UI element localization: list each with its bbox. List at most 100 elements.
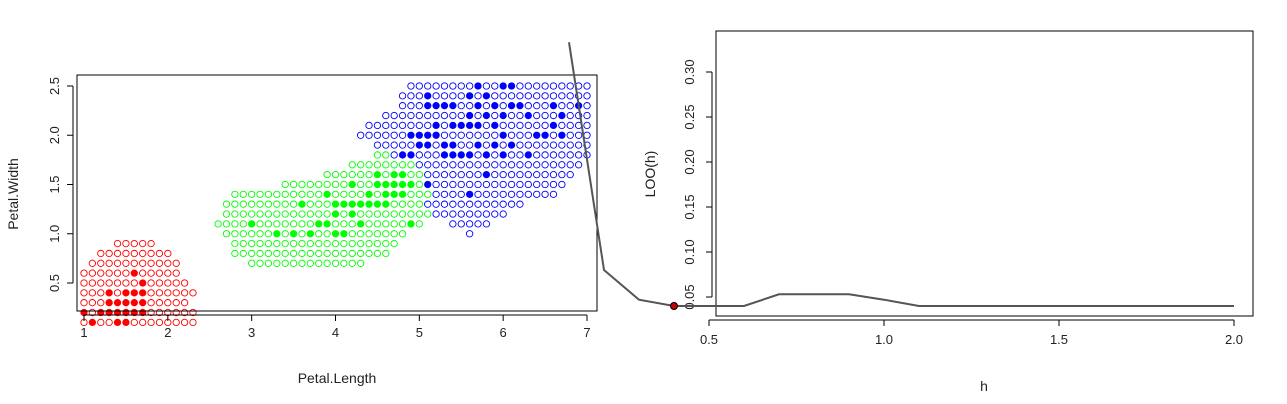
grid-point: [281, 220, 289, 228]
grid-point: [130, 318, 138, 327]
x-tick-label: 0.5: [700, 332, 718, 347]
grid-point: [80, 299, 88, 307]
grid-point: [139, 239, 147, 248]
observation-point: [407, 131, 415, 139]
x-tick-label: 1.5: [1050, 332, 1068, 347]
grid-point: [164, 289, 172, 297]
grid-point: [105, 259, 113, 267]
grid-point: [382, 111, 390, 120]
grid-point: [172, 299, 180, 307]
grid-point: [289, 220, 298, 228]
grid-point: [407, 82, 415, 90]
grid-point: [398, 131, 407, 139]
right-plot-frame: [715, 30, 1254, 317]
x-tick-label: 4: [332, 325, 339, 340]
right-y-axis: 0.05 0.10 0.15 0.20 0.25 0.30: [682, 59, 713, 310]
grid-point: [558, 92, 566, 100]
grid-point: [315, 180, 323, 189]
grid-point: [558, 141, 566, 149]
observation-point: [465, 121, 474, 130]
observation-point: [558, 111, 566, 120]
grid-point: [499, 121, 507, 130]
observation-point: [348, 180, 356, 189]
grid-point: [306, 210, 314, 218]
observation-point: [549, 121, 558, 130]
right-x-axis: 0.5 1.0 1.5 2.0: [700, 319, 1243, 347]
grid-point: [365, 210, 373, 218]
grid-point: [222, 210, 231, 218]
grid-point: [440, 210, 449, 218]
grid-point: [306, 180, 314, 189]
grid-point: [507, 200, 516, 208]
observation-point: [373, 170, 382, 179]
observation-point: [340, 200, 348, 208]
grid-point: [273, 220, 281, 228]
observation-point: [407, 151, 415, 159]
grid-point: [365, 170, 373, 179]
grid-point: [365, 249, 373, 258]
grid-point: [97, 289, 105, 297]
grid-point: [80, 269, 88, 277]
grid-point: [273, 259, 281, 267]
grid-point: [524, 141, 532, 149]
grid-point: [499, 170, 507, 179]
grid-point: [331, 180, 340, 189]
grid-point: [382, 249, 390, 258]
grid-point: [558, 180, 566, 189]
grid-point: [516, 82, 524, 90]
observation-point: [474, 102, 482, 110]
grid-point: [398, 141, 407, 149]
grid-point: [172, 318, 180, 327]
right-y-axis-label: LOO(h): [642, 151, 658, 198]
x-tick-label: 3: [248, 325, 255, 340]
grid-point: [482, 210, 491, 218]
grid-point: [105, 279, 113, 287]
grid-point: [172, 289, 180, 297]
loo-minimum-point: [670, 302, 678, 310]
grid-point: [373, 141, 382, 149]
grid-point: [407, 102, 415, 110]
grid-point: [533, 161, 541, 169]
grid-point: [491, 200, 499, 208]
grid-point: [315, 230, 323, 238]
observation-point: [424, 92, 432, 100]
grid-point: [348, 259, 356, 267]
grid-point: [432, 180, 440, 189]
grid-point: [440, 111, 449, 120]
grid-point: [507, 131, 516, 139]
grid-point: [524, 82, 532, 90]
grid-point: [524, 180, 532, 189]
grid-point: [180, 308, 189, 317]
grid-point: [566, 161, 574, 169]
grid-point: [482, 161, 491, 169]
observation-point: [440, 141, 449, 149]
grid-point: [281, 259, 289, 267]
grid-point: [390, 200, 398, 208]
grid-point: [533, 170, 541, 179]
grid-point: [457, 200, 465, 208]
grid-point: [474, 220, 482, 228]
grid-point: [541, 121, 549, 130]
grid-point: [566, 151, 574, 159]
grid-point: [105, 318, 113, 327]
grid-point: [424, 82, 432, 90]
left-y-axis: 0.5 1.0 1.5 2.0 2.5: [47, 77, 74, 292]
grid-point: [541, 92, 549, 100]
observation-point: [130, 289, 138, 297]
grid-point: [390, 210, 398, 218]
grid-point: [147, 279, 155, 287]
grid-point: [566, 111, 574, 120]
grid-point: [558, 121, 566, 130]
grid-point: [533, 111, 541, 120]
observation-point: [541, 131, 549, 139]
grid-point: [256, 190, 264, 199]
grid-point: [457, 102, 465, 110]
grid-point: [323, 210, 331, 218]
grid-point: [558, 151, 566, 159]
grid-point: [80, 289, 88, 297]
grid-point: [348, 170, 356, 179]
grid-point: [415, 210, 423, 218]
grid-point: [97, 259, 105, 267]
grid-point: [289, 239, 298, 248]
observation-point: [516, 102, 524, 110]
